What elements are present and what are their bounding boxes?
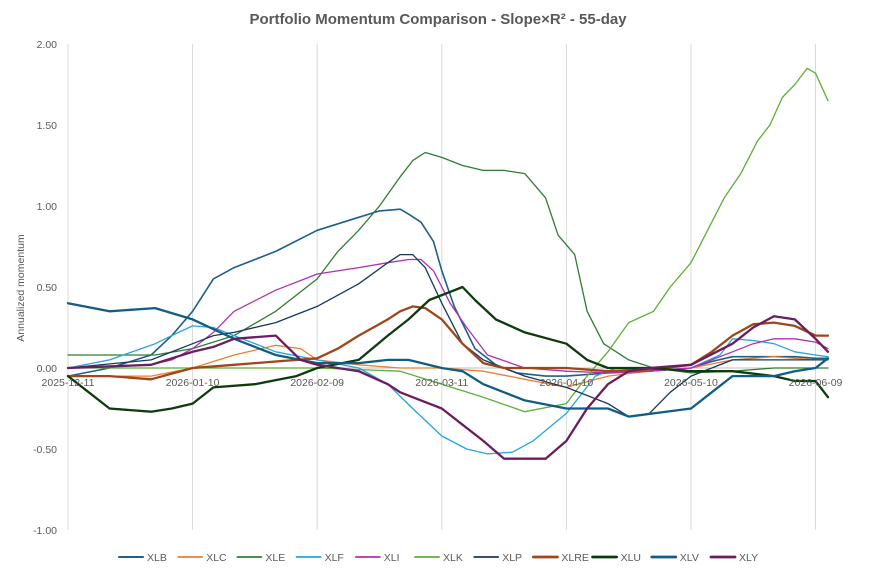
- y-tick-label: -0.50: [33, 444, 57, 456]
- y-tick-label: 0.50: [37, 282, 58, 294]
- series-lines: [66, 67, 830, 460]
- legend-label-xlp: XLP: [502, 552, 522, 564]
- x-tick-label: 2026-04-10: [540, 377, 594, 389]
- series-line-xlre: [66, 305, 830, 381]
- legend-label-xlb: XLB: [147, 552, 167, 564]
- x-tick-label: 2025-12-11: [42, 377, 95, 389]
- legend-label-xlc: XLC: [206, 552, 227, 564]
- legend-label-xlk: XLK: [443, 552, 463, 564]
- series-line-xli: [67, 258, 829, 374]
- series-line-xlu: [66, 285, 830, 413]
- series-line-xlc: [67, 344, 829, 389]
- x-tick-label: 2026-06-09: [789, 377, 843, 389]
- gridlines: [67, 44, 817, 530]
- series-line-xlv: [66, 302, 830, 418]
- x-tick-label: 2026-03-11: [415, 377, 468, 389]
- legend-label-xlf: XLF: [325, 552, 344, 564]
- y-tick-label: -1.00: [33, 525, 57, 537]
- y-axis-title: Annualized momentum: [15, 234, 27, 342]
- x-tick-label: 2026-02-09: [290, 377, 344, 389]
- series-line-xlk: [67, 67, 829, 413]
- legend-label-xle: XLE: [265, 552, 285, 564]
- y-tick-label: 1.50: [37, 120, 58, 132]
- legend-label-xlv: XLV: [680, 552, 699, 564]
- chart-title: Portfolio Momentum Comparison - Slope×R²…: [249, 11, 627, 28]
- series-line-xle: [67, 151, 829, 374]
- legend-label-xlre: XLRE: [561, 552, 588, 564]
- series-line-xlb: [67, 208, 829, 377]
- y-tick-label: 0.00: [37, 363, 58, 375]
- legend-label-xly: XLY: [739, 552, 758, 564]
- x-tick-label: 2026-05-10: [664, 377, 718, 389]
- y-tick-label: 2.00: [37, 39, 58, 51]
- x-tick-label: 2026-01-10: [166, 377, 220, 389]
- legend-label-xlu: XLU: [621, 552, 641, 564]
- series-line-xly: [66, 315, 830, 460]
- legend-label-xli: XLI: [384, 552, 400, 564]
- legend: XLB XLC XLE XLF XLI XLK XLP XLRE XLU XLV XLY: [117, 552, 758, 564]
- tick-labels: -1.00 -0.50 0.00 0.50 1.00 1.50 2.00 2025-12-11…: [33, 39, 842, 537]
- y-tick-label: 1.00: [37, 201, 58, 213]
- series-line-xlp: [67, 253, 829, 418]
